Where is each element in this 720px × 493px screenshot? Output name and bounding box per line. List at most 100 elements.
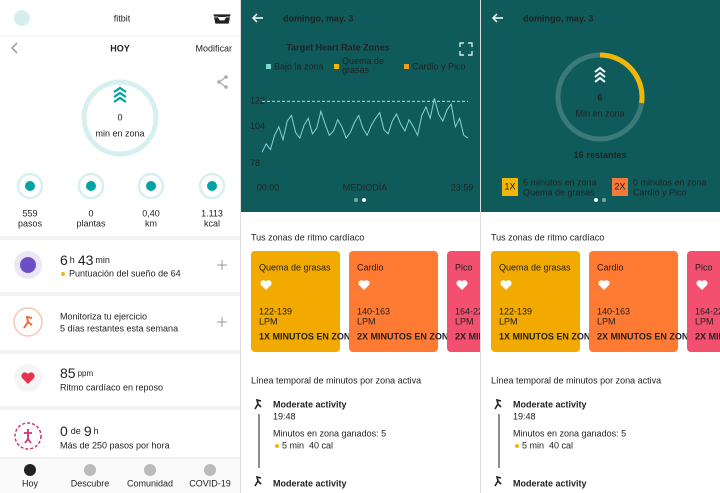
minutes-dot — [275, 444, 279, 448]
card-heart — [358, 280, 370, 290]
steps-value: 0 de 9 h — [60, 423, 99, 439]
zone-icon — [594, 76, 606, 83]
label: 164-220 — [695, 306, 720, 316]
stat-value: 559 — [22, 208, 37, 218]
heart-value: 85 ppm — [60, 365, 93, 381]
legend-line: grasas — [342, 65, 370, 75]
label: 40 cal — [309, 440, 333, 450]
text-part: 16 — [573, 150, 583, 160]
label: 122-139 — [499, 306, 532, 316]
label: Quema de grasas — [259, 262, 331, 272]
stat-icon — [25, 181, 35, 191]
add-icon[interactable] — [217, 260, 227, 270]
nav-bar — [0, 458, 240, 493]
text-part: h — [70, 255, 75, 265]
run-icon — [494, 475, 502, 487]
badge — [502, 178, 518, 196]
label: 1X MINUTOS EN ZONA — [499, 331, 597, 341]
brand: fitbit — [114, 13, 131, 23]
zone-card[interactable] — [251, 251, 340, 352]
zone-icon — [594, 71, 606, 78]
y-tick-label: 122 — [250, 96, 265, 106]
legend-label: Quema de grasas — [342, 56, 384, 75]
zone-card[interactable] — [687, 251, 720, 352]
back-arrow[interactable] — [491, 13, 503, 23]
share-dot — [217, 80, 221, 84]
back-arrow[interactable] — [251, 13, 263, 23]
text-part: 85 — [60, 365, 76, 381]
chart-header — [241, 0, 480, 212]
date-title: domingo, may. 3 — [523, 13, 593, 23]
legend-label: Cardio y Pico — [412, 61, 466, 71]
x-tick-label: MEDIODÍA — [343, 182, 388, 192]
zone-icon — [113, 91, 127, 98]
stat-label: km — [145, 218, 157, 228]
card-heart — [456, 280, 468, 290]
label: LPM — [259, 316, 278, 326]
label: Minutos en zona ganados: 5 — [273, 428, 386, 438]
zone-header — [481, 0, 720, 212]
label: Moderate activity — [513, 399, 587, 409]
add-icon[interactable] — [217, 317, 227, 327]
stat-label: kcal — [204, 218, 220, 228]
remaining: 16 restantes — [573, 150, 626, 160]
section-heading: Línea temporal de minutos por zona activ… — [491, 375, 661, 385]
label: Más de 250 pasos por hora — [60, 440, 170, 450]
zone-value: 0 — [117, 112, 122, 122]
label: 122-139 — [259, 306, 292, 316]
text-part: ppm — [78, 369, 94, 378]
label: LPM — [357, 316, 376, 326]
page-dot — [594, 198, 598, 202]
heart-rate-line — [261, 98, 469, 153]
label: 2X MINUTOS EN ZONA — [357, 331, 455, 341]
inbox-icon[interactable] — [212, 13, 232, 25]
label: LPM — [597, 316, 616, 326]
stat-value: 0 — [88, 208, 93, 218]
tab-icon[interactable] — [204, 464, 216, 476]
run-icon — [494, 398, 502, 410]
tab-icon[interactable] — [24, 464, 36, 476]
text-part: 43 — [78, 252, 94, 268]
zone-card[interactable] — [349, 251, 438, 352]
label: 2X MINUTOS EN ZONA — [597, 331, 695, 341]
zone-card[interactable] — [491, 251, 580, 352]
label: Minutos en zona ganados: 5 — [513, 428, 626, 438]
run-icon — [254, 398, 262, 410]
label: Moderate activity — [273, 399, 347, 409]
label: Cardio — [357, 262, 384, 272]
label: Moderate activity — [513, 478, 587, 488]
y-tick-label: 104 — [250, 121, 265, 131]
tab-icon[interactable] — [144, 464, 156, 476]
edit-link[interactable]: Modificar — [195, 43, 232, 53]
tab-label[interactable]: Comunidad — [127, 478, 173, 488]
label: 6 minutos en zona — [523, 177, 597, 187]
label: Puntuación del sueño de 64 — [69, 268, 181, 278]
zone-icon — [113, 86, 127, 93]
avatar[interactable] — [14, 10, 30, 26]
expand-icon[interactable] — [459, 42, 473, 56]
text-part: de — [71, 426, 81, 436]
card-heart — [696, 280, 708, 290]
zone-ring — [81, 79, 159, 157]
section-gap — [0, 350, 240, 354]
text-part: h — [94, 426, 99, 436]
chart-panel: domingo, may. 3 Target Heart Rate Zones Ba… — [250, 13, 536, 488]
label: LPM — [499, 316, 518, 326]
tab-label[interactable]: COVID-19 — [189, 478, 231, 488]
zone-card[interactable] — [447, 251, 536, 352]
label: 164-220 — [455, 306, 488, 316]
tab-label[interactable]: Descubre — [71, 478, 110, 488]
tab-icon[interactable] — [84, 464, 96, 476]
back-icon[interactable] — [10, 42, 18, 54]
label: 140-163 — [597, 306, 630, 316]
label: Quema de grasas — [523, 187, 595, 197]
badge-label: 1X — [504, 181, 515, 191]
tab-label[interactable]: Hoy — [22, 478, 39, 488]
label: 5 días restantes esta semana — [60, 323, 178, 333]
label: 1X MINUTOS EN ZONA — [259, 331, 357, 341]
page-dot — [602, 198, 606, 202]
zone-card[interactable] — [589, 251, 678, 352]
label: 19:48 — [513, 411, 536, 421]
stat-value: 1.113 — [201, 208, 223, 218]
stat-icon — [146, 181, 156, 191]
